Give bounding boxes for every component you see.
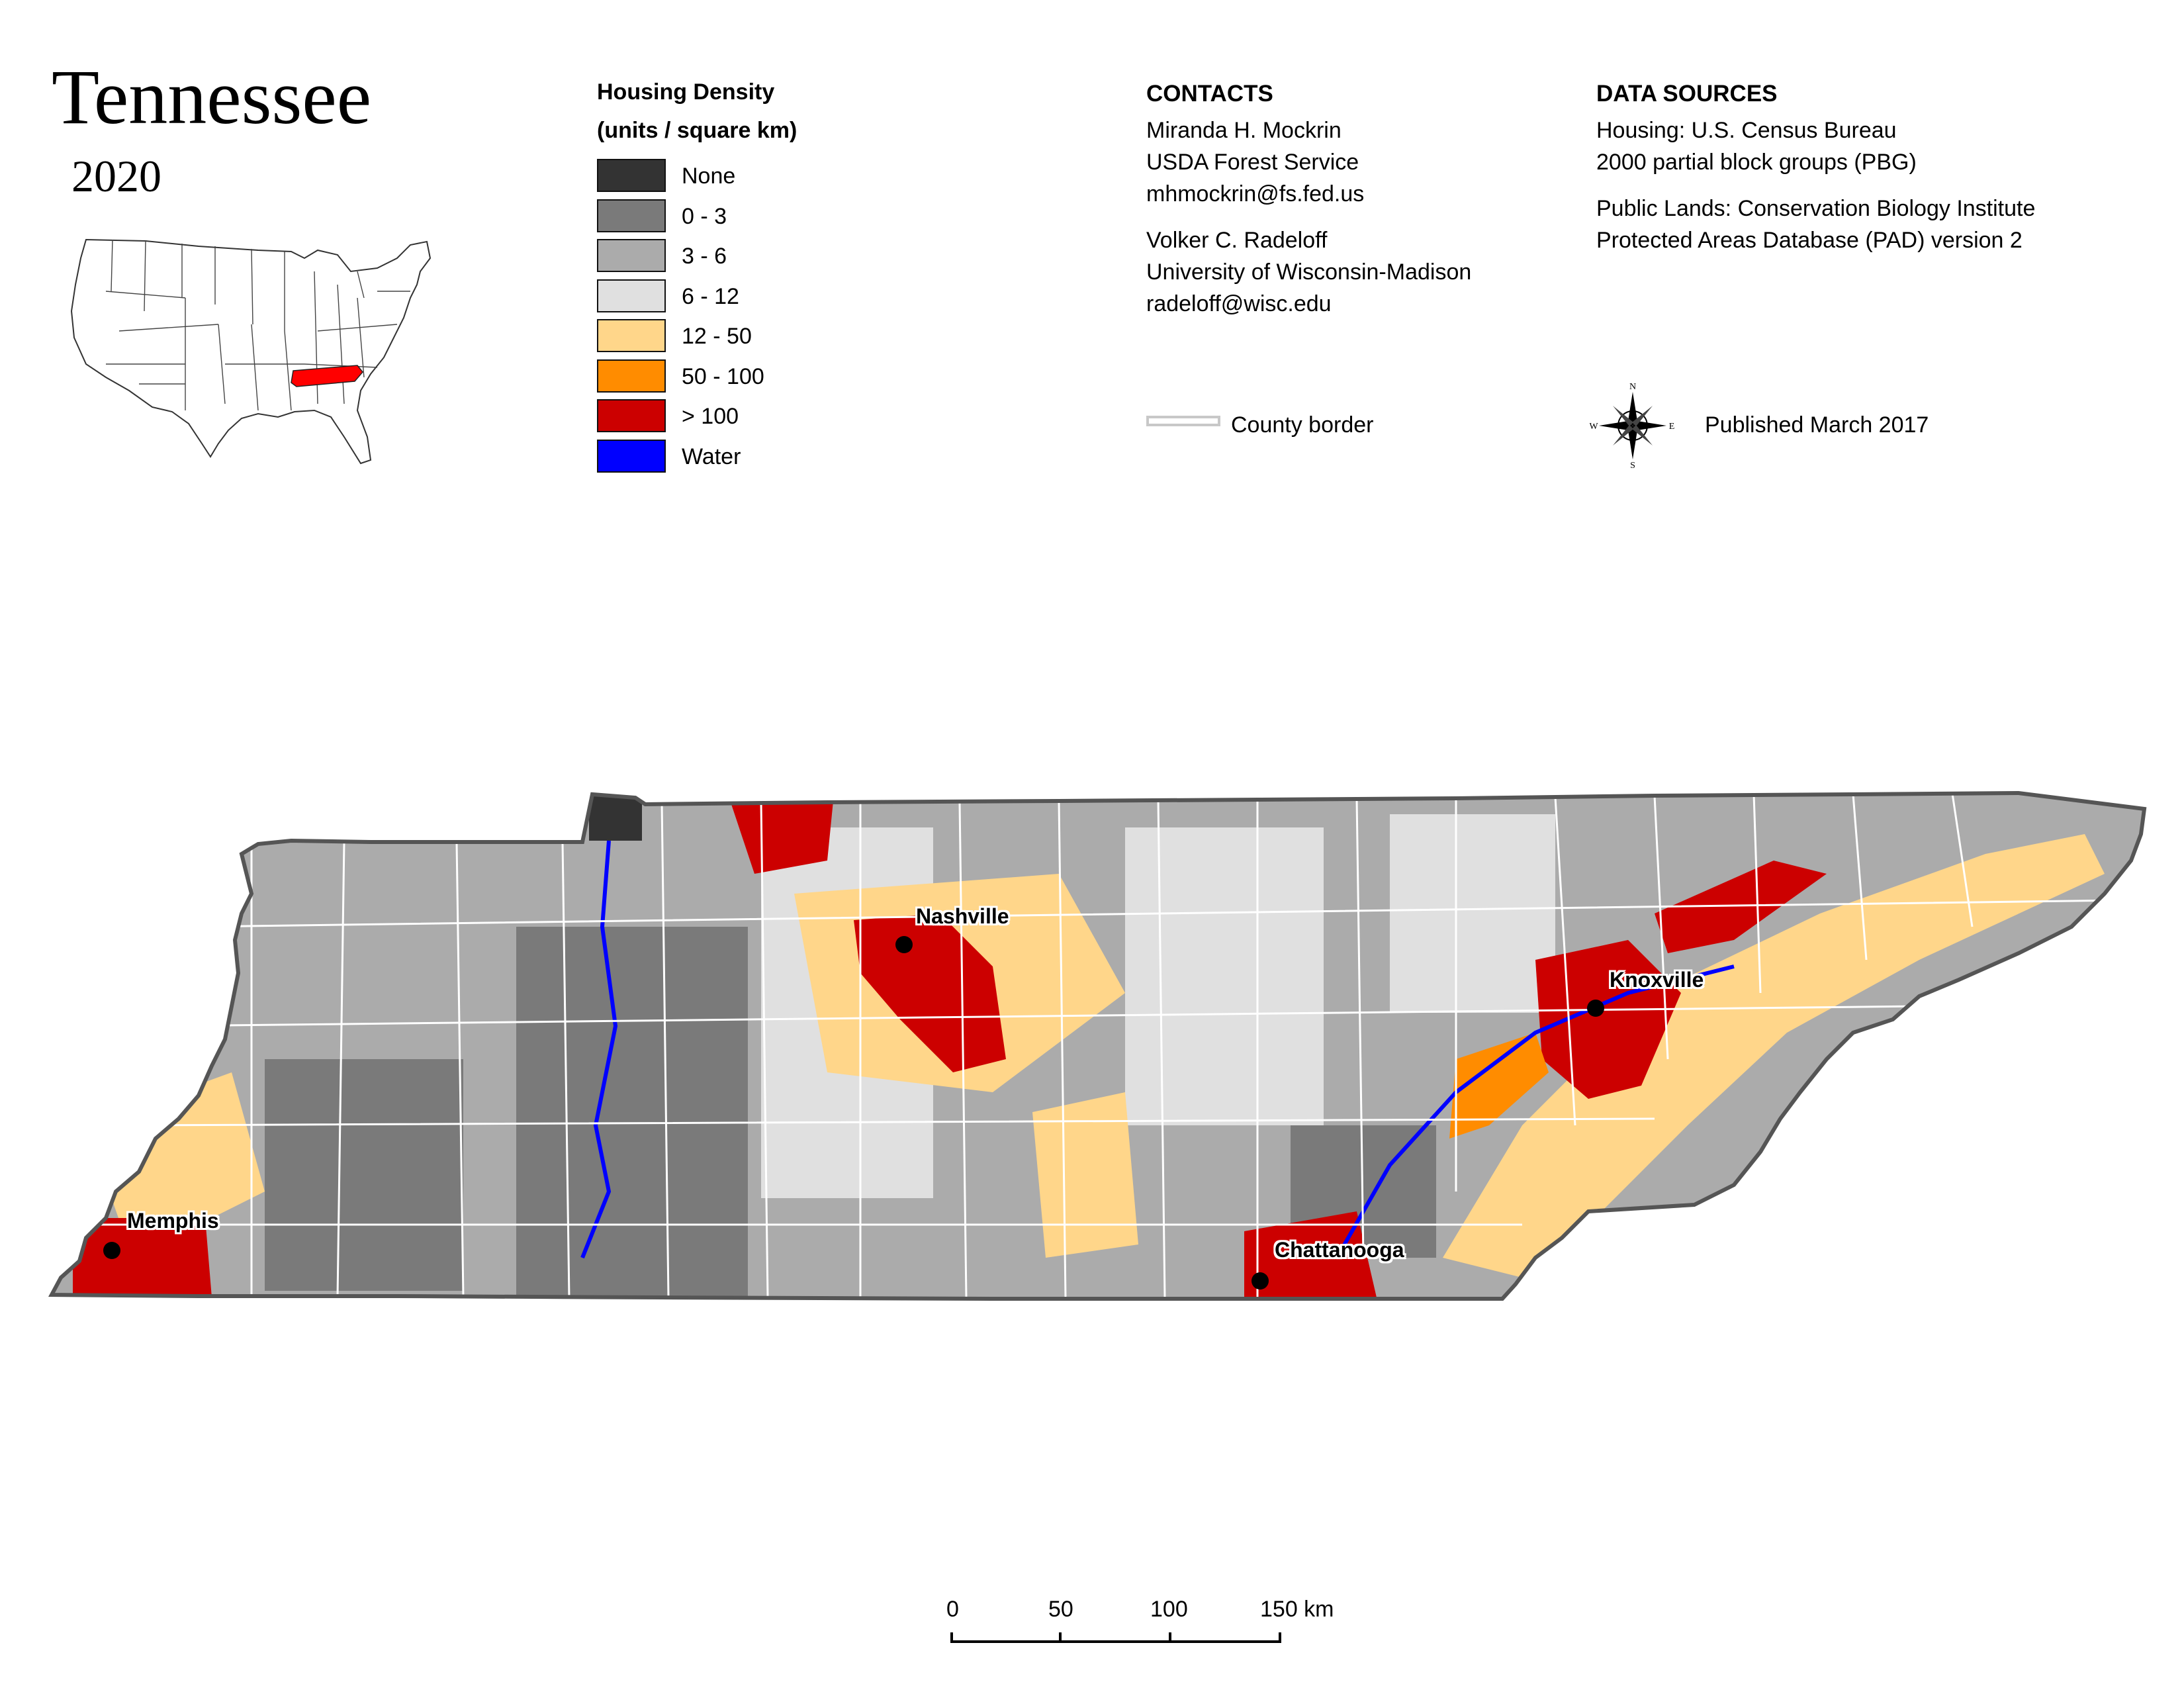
density-layer	[52, 793, 2144, 1299]
legend-swatch	[597, 319, 666, 352]
legend-title-line1: Housing Density	[597, 79, 775, 105]
contact1-email[interactable]: mhmockrin@fs.fed.us	[1146, 181, 1365, 207]
legend: Housing Density (units / square km) None…	[597, 81, 862, 477]
legend-items: None 0 - 3 3 - 6 6 - 12 12 - 50 50 - 100 > 100…	[597, 159, 862, 477]
contact2-email[interactable]: radeloff@wisc.edu	[1146, 291, 1332, 316]
scale-label-150km: 150 km	[1260, 1597, 1334, 1622]
scale-label-50: 50	[1048, 1597, 1073, 1622]
compass-rose-icon: N S W E	[1590, 383, 1675, 469]
density-over-100-chattanooga	[1244, 1211, 1377, 1297]
data-sources-header: DATA SOURCES	[1596, 81, 1778, 107]
housing-source-line1: Housing: U.S. Census Bureau	[1596, 118, 1897, 143]
city-label-chattanooga: Chattanooga	[1275, 1238, 1404, 1262]
legend-label: 3 - 6	[682, 244, 727, 269]
city-label-knoxville: Knoxville	[1610, 968, 1704, 992]
density-over-100-memphis	[73, 1218, 212, 1297]
nashville-marker	[895, 936, 913, 953]
county-border-label: County border	[1231, 412, 1374, 438]
density-50-100-east	[1449, 1033, 1549, 1139]
legend-label: 50 - 100	[682, 363, 764, 389]
density-12-50-south	[1032, 1092, 1138, 1258]
county-border-swatch	[1146, 416, 1220, 426]
compass-s: S	[1630, 461, 1635, 469]
legend-swatch	[597, 159, 666, 192]
legend-swatch	[597, 399, 666, 432]
contacts-header: CONTACTS	[1146, 81, 1273, 107]
contacts-block: CONTACTS Miranda H. Mockrin USDA Forest …	[1146, 82, 1471, 320]
density-none-kentucky-lake	[589, 793, 642, 841]
density-6-12-region-2	[1125, 827, 1324, 1125]
contact1-org: USDA Forest Service	[1146, 150, 1359, 175]
legend-label: Water	[682, 444, 741, 469]
legend-swatch	[597, 239, 666, 272]
density-over-100-clarksville	[728, 794, 834, 874]
city-label-memphis: Memphis	[127, 1209, 219, 1233]
contact2-org: University of Wisconsin-Madison	[1146, 259, 1472, 285]
density-12-50-east-valley	[1443, 834, 2105, 1278]
city-label-nashville: Nashville	[916, 904, 1009, 928]
legend-label: 6 - 12	[682, 283, 739, 309]
memphis-marker	[103, 1242, 120, 1259]
legend-label: 12 - 50	[682, 324, 752, 349]
legend-label: > 100	[682, 404, 739, 429]
map-title: Tennessee	[52, 54, 372, 140]
contact1-name: Miranda H. Mockrin	[1146, 118, 1342, 143]
legend-swatch	[597, 199, 666, 232]
legend-swatch	[597, 279, 666, 312]
scale-label-100: 100	[1150, 1597, 1188, 1622]
density-0-3-region-2	[265, 1059, 463, 1291]
chattanooga-marker	[1251, 1272, 1269, 1289]
lands-source-line2: Protected Areas Database (PAD) version 2	[1596, 228, 2023, 253]
density-0-3-region	[516, 927, 748, 1297]
lands-source-line1: Public Lands: Conservation Biology Insti…	[1596, 196, 2036, 221]
density-over-100-tri-cities	[1655, 861, 1827, 953]
density-over-100-nashville	[854, 914, 1006, 1072]
contact2-name: Volker C. Radeloff	[1146, 228, 1328, 253]
housing-source-line2: 2000 partial block groups (PBG)	[1596, 150, 1917, 175]
compass-w: W	[1590, 422, 1598, 432]
tennessee-highlight	[291, 365, 363, 387]
us-locator-map	[70, 238, 432, 465]
tennessee-river-east	[1335, 964, 1735, 1259]
published-date: Published March 2017	[1705, 412, 1929, 438]
county-borders	[99, 793, 2118, 1299]
compass-n: N	[1629, 383, 1636, 392]
map-year: 2020	[71, 151, 161, 201]
legend-title-line2: (units / square km)	[597, 118, 797, 143]
scale-label-0: 0	[946, 1597, 959, 1622]
tennessee-river-west	[580, 840, 618, 1259]
legend-label: None	[682, 164, 736, 189]
us-state-lines	[105, 239, 410, 411]
state-outline	[48, 790, 2147, 1301]
compass-e: E	[1669, 422, 1675, 432]
legend-swatch	[597, 439, 666, 473]
scale-bar	[950, 1632, 1281, 1643]
density-6-12-region-3	[1390, 814, 1555, 1013]
data-sources-block: DATA SOURCES Housing: U.S. Census Bureau…	[1596, 82, 2035, 256]
knoxville-marker	[1587, 1000, 1604, 1017]
legend-swatch	[597, 359, 666, 393]
legend-label: 0 - 3	[682, 203, 727, 229]
